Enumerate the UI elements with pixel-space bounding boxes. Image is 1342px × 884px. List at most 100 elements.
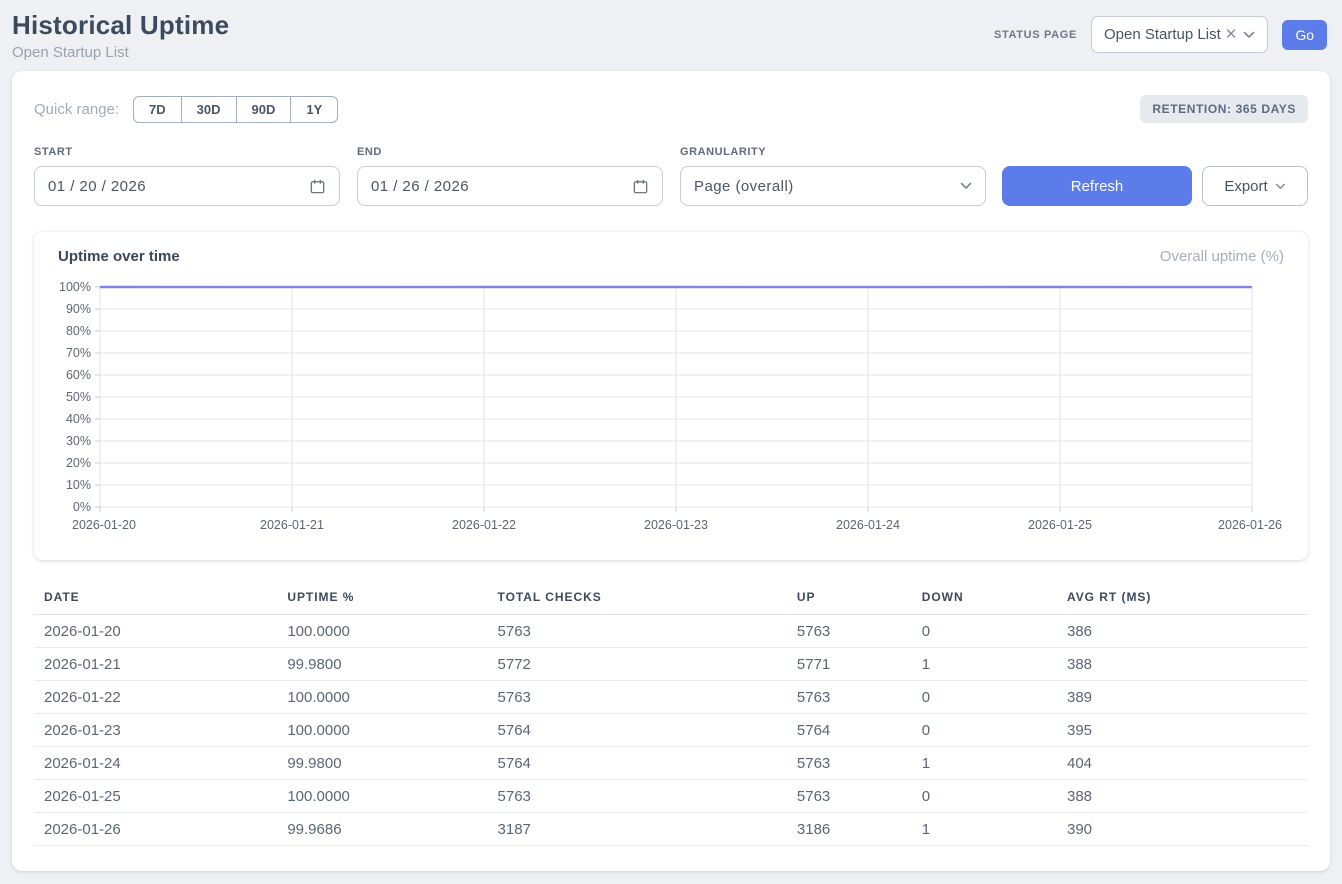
table-cell: 5764	[488, 747, 787, 780]
end-date-input[interactable]: 01 / 26 / 2026	[357, 166, 663, 206]
table-row: 2026-01-20100.0000576357630386	[34, 615, 1308, 648]
calendar-icon[interactable]	[632, 178, 649, 195]
table-cell: 99.9800	[277, 747, 487, 780]
table-cell: 2026-01-23	[34, 714, 277, 747]
col-up: UP	[787, 582, 912, 615]
table-cell: 5763	[488, 615, 787, 648]
export-label: Export	[1224, 178, 1267, 195]
table-cell: 100.0000	[277, 615, 487, 648]
status-page-select[interactable]: Open Startup List ✕	[1091, 16, 1268, 53]
status-page-label: STATUS PAGE	[994, 29, 1077, 41]
table-cell: 389	[1057, 681, 1308, 714]
table-row: 2026-01-2199.9800577257711388	[34, 648, 1308, 681]
table-row: 2026-01-2499.9800576457631404	[34, 747, 1308, 780]
table-cell: 5764	[488, 714, 787, 747]
table-cell: 100.0000	[277, 681, 487, 714]
filter-fields-row: START 01 / 20 / 2026 END 01 / 26 / 2026	[34, 146, 1308, 206]
calendar-icon[interactable]	[309, 178, 326, 195]
table-cell: 2026-01-26	[34, 813, 277, 846]
svg-text:2026-01-21: 2026-01-21	[260, 518, 324, 532]
table-cell: 1	[912, 747, 1057, 780]
table-cell: 404	[1057, 747, 1308, 780]
table-cell: 5763	[787, 681, 912, 714]
table-cell: 100.0000	[277, 714, 487, 747]
table-cell: 5771	[787, 648, 912, 681]
svg-text:100%: 100%	[59, 280, 91, 294]
uptime-line-chart: 0%10%20%30%40%50%60%70%80%90%100%2026-01…	[34, 273, 1308, 548]
svg-text:2026-01-22: 2026-01-22	[452, 518, 516, 532]
granularity-label: GRANULARITY	[680, 146, 986, 158]
table-cell: 2026-01-24	[34, 747, 277, 780]
retention-badge: RETENTION: 365 DAYS	[1140, 95, 1308, 123]
table-row: 2026-01-25100.0000576357630388	[34, 780, 1308, 813]
start-date-input[interactable]: 01 / 20 / 2026	[34, 166, 340, 206]
quick-range-1y[interactable]: 1Y	[291, 96, 338, 123]
topbar: Historical Uptime Open Startup List STAT…	[0, 0, 1342, 71]
chevron-down-icon	[1275, 183, 1286, 190]
table-cell: 5763	[787, 780, 912, 813]
quick-range-7d[interactable]: 7D	[133, 96, 182, 123]
end-date-value: 01 / 26 / 2026	[371, 178, 469, 195]
chart-legend: Overall uptime (%)	[1160, 248, 1284, 265]
table-cell: 3187	[488, 813, 787, 846]
table-cell: 1	[912, 813, 1057, 846]
table-cell: 5763	[488, 780, 787, 813]
table-row: 2026-01-23100.0000576457640395	[34, 714, 1308, 747]
chart-title: Uptime over time	[58, 248, 180, 265]
table-cell: 3186	[787, 813, 912, 846]
table-cell: 388	[1057, 648, 1308, 681]
quick-range-row: Quick range: 7D 30D 90D 1Y RETENTION: 36…	[34, 95, 1308, 123]
table-row: 2026-01-22100.0000576357630389	[34, 681, 1308, 714]
page-subtitle: Open Startup List	[12, 44, 229, 61]
quick-range-90d[interactable]: 90D	[237, 96, 292, 123]
historical-uptime-page: Historical Uptime Open Startup List STAT…	[0, 0, 1342, 884]
table-cell: 0	[912, 780, 1057, 813]
table-row: 2026-01-2699.9686318731861390	[34, 813, 1308, 846]
table-cell: 5772	[488, 648, 787, 681]
table-cell: 0	[912, 681, 1057, 714]
title-block: Historical Uptime Open Startup List	[12, 10, 229, 61]
table-cell: 2026-01-20	[34, 615, 277, 648]
quick-range-30d[interactable]: 30D	[182, 96, 237, 123]
go-button[interactable]: Go	[1282, 20, 1327, 50]
svg-text:80%: 80%	[66, 324, 91, 338]
col-down: DOWN	[912, 582, 1057, 615]
svg-text:20%: 20%	[66, 456, 91, 470]
granularity-value: Page (overall)	[694, 178, 794, 195]
quick-range-label: Quick range:	[34, 101, 119, 118]
table-cell: 99.9686	[277, 813, 487, 846]
export-button[interactable]: Export	[1202, 166, 1308, 206]
start-date-field: START 01 / 20 / 2026	[34, 146, 340, 206]
table-cell: 99.9800	[277, 648, 487, 681]
granularity-field: GRANULARITY Page (overall)	[680, 146, 986, 206]
table-cell: 395	[1057, 714, 1308, 747]
table-cell: 5763	[787, 615, 912, 648]
table-cell: 1	[912, 648, 1057, 681]
svg-text:2026-01-23: 2026-01-23	[644, 518, 708, 532]
table-cell: 5763	[787, 747, 912, 780]
col-avg-rt: AVG RT (MS)	[1057, 582, 1308, 615]
svg-text:10%: 10%	[66, 478, 91, 492]
table-cell: 5763	[488, 681, 787, 714]
page-title: Historical Uptime	[12, 10, 229, 41]
end-date-field: END 01 / 26 / 2026	[357, 146, 663, 206]
table-cell: 2026-01-21	[34, 648, 277, 681]
chevron-down-icon	[1243, 31, 1255, 39]
chart-header: Uptime over time Overall uptime (%)	[34, 248, 1308, 273]
col-uptime: UPTIME %	[277, 582, 487, 615]
table-cell: 388	[1057, 780, 1308, 813]
chevron-down-icon	[960, 182, 972, 190]
svg-text:50%: 50%	[66, 390, 91, 404]
clear-selection-icon[interactable]: ✕	[1225, 27, 1238, 42]
quick-range-group: 7D 30D 90D 1Y	[133, 96, 338, 123]
refresh-button[interactable]: Refresh	[1002, 166, 1192, 206]
svg-text:2026-01-26: 2026-01-26	[1218, 518, 1282, 532]
granularity-select[interactable]: Page (overall)	[680, 166, 986, 206]
table-cell: 386	[1057, 615, 1308, 648]
table-cell: 100.0000	[277, 780, 487, 813]
table-cell: 5764	[787, 714, 912, 747]
uptime-table: DATE UPTIME % TOTAL CHECKS UP DOWN AVG R…	[34, 582, 1308, 846]
svg-text:40%: 40%	[66, 412, 91, 426]
table-cell: 2026-01-25	[34, 780, 277, 813]
col-date: DATE	[34, 582, 277, 615]
